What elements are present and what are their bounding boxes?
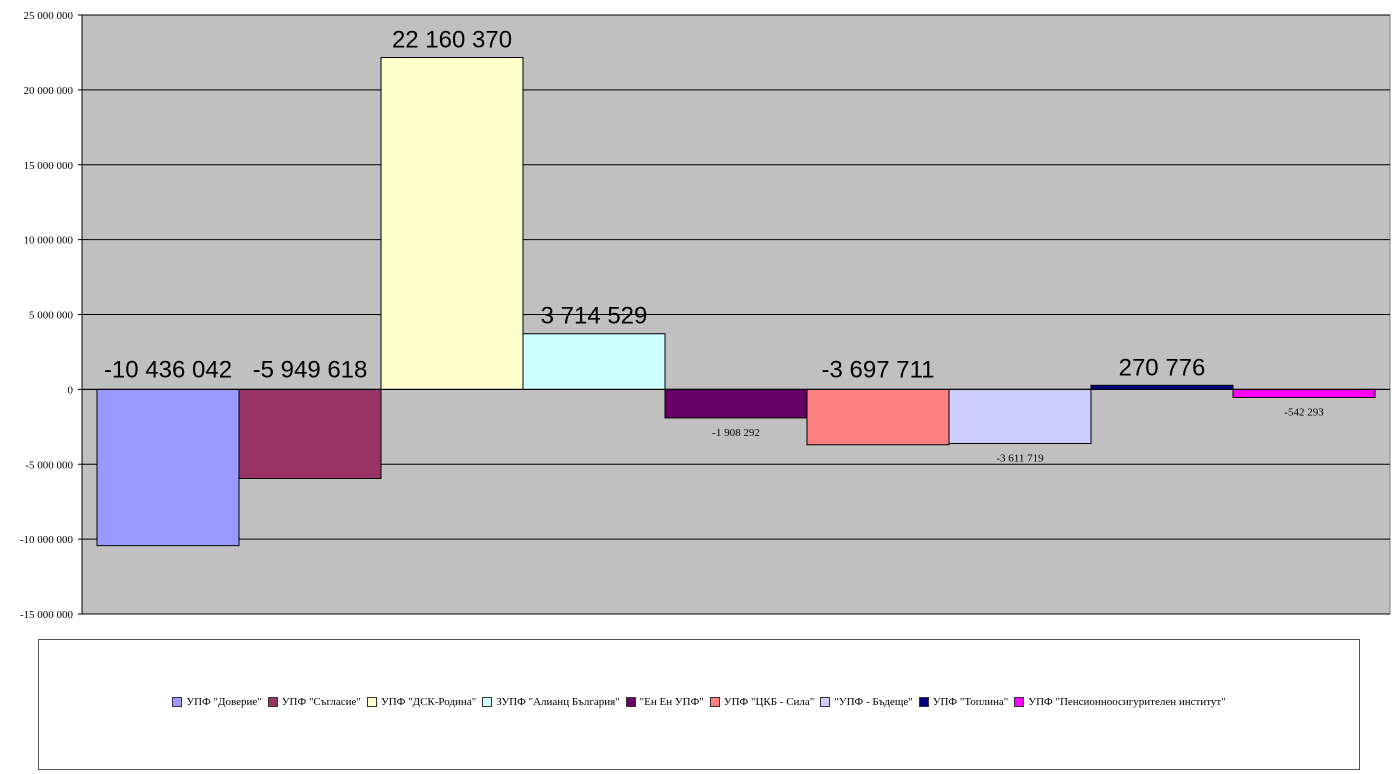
bar-chart: 25 000 000 20 000 000 15 000 000 10 000 000… [20, 10, 1391, 621]
bar [664, 388, 808, 419]
data-label: -542 293 [1284, 406, 1324, 418]
legend-item: ЗУПФ "Алианц България" [482, 696, 620, 708]
legend-item: "Ен Ен УПФ" [625, 696, 704, 708]
data-label: -3 611 719 [996, 452, 1044, 464]
bar [238, 388, 382, 479]
legend-swatch [482, 697, 493, 707]
bar [1232, 388, 1376, 398]
legend-item: УПФ "ЦКБ - Сила" [709, 696, 815, 708]
legend-label: УПФ "Пенсионноосигурителен институт" [1028, 696, 1226, 708]
bar [96, 388, 240, 547]
legend-label: ЗУПФ "Алианц България" [496, 696, 620, 708]
legend-swatch [918, 697, 929, 707]
data-label: -10 436 042 [104, 356, 232, 383]
data-label: -5 949 618 [253, 356, 368, 383]
bar [522, 333, 666, 390]
legend-item: УПФ "Топлина" [918, 696, 1009, 708]
data-label: -1 908 292 [712, 427, 760, 439]
y-tick-label: 10 000 000 [24, 235, 74, 247]
y-tick-label: -15 000 000 [20, 609, 74, 621]
y-tick-label: -10 000 000 [20, 534, 74, 546]
data-label: 270 776 [1119, 354, 1206, 381]
y-tick-label: 0 [68, 384, 74, 396]
data-label: -3 697 711 [822, 356, 935, 383]
legend-item: УПФ "ДСК-Родина" [366, 696, 477, 708]
legend: УПФ "Доверие" УПФ "Съгласие" УПФ "ДСК-Роди… [38, 639, 1360, 770]
bar [806, 388, 950, 446]
legend-item: УПФ "Съгласие" [267, 696, 361, 708]
legend-item: "УПФ - Бъдеще" [820, 696, 913, 708]
y-tick-label: 25 000 000 [24, 10, 74, 22]
y-tick-label: 15 000 000 [24, 160, 74, 172]
bar [1090, 384, 1234, 390]
legend-label: УПФ "Доверие" [186, 696, 262, 708]
legend-swatch [366, 697, 377, 707]
bar [948, 388, 1092, 444]
data-label: 22 160 370 [392, 27, 512, 54]
legend-swatch [1014, 697, 1025, 707]
data-label: 3 714 529 [541, 303, 648, 330]
legend-label: "Ен Ен УПФ" [639, 696, 704, 708]
legend-item: УПФ "Доверие" [172, 696, 262, 708]
legend-label: УПФ "Топлина" [932, 696, 1009, 708]
legend-swatch [267, 697, 278, 707]
legend-label: УПФ "ДСК-Родина" [380, 696, 477, 708]
legend-swatch [709, 697, 720, 707]
legend-swatch [625, 697, 636, 707]
y-tick-label: 20 000 000 [24, 85, 74, 97]
legend-label: УПФ "Съгласие" [281, 696, 361, 708]
y-tick-label: -5 000 000 [25, 459, 73, 471]
legend-row: УПФ "Доверие" УПФ "Съгласие" УПФ "ДСК-Роди… [39, 696, 1359, 708]
bar [380, 57, 524, 390]
legend-item: УПФ "Пенсионноосигурителен институт" [1014, 696, 1226, 708]
legend-label: "УПФ - Бъдеще" [834, 696, 913, 708]
y-tick-label: 5 000 000 [29, 310, 74, 322]
legend-swatch [172, 697, 183, 707]
legend-swatch [820, 697, 831, 707]
legend-label: УПФ "ЦКБ - Сила" [723, 696, 815, 708]
